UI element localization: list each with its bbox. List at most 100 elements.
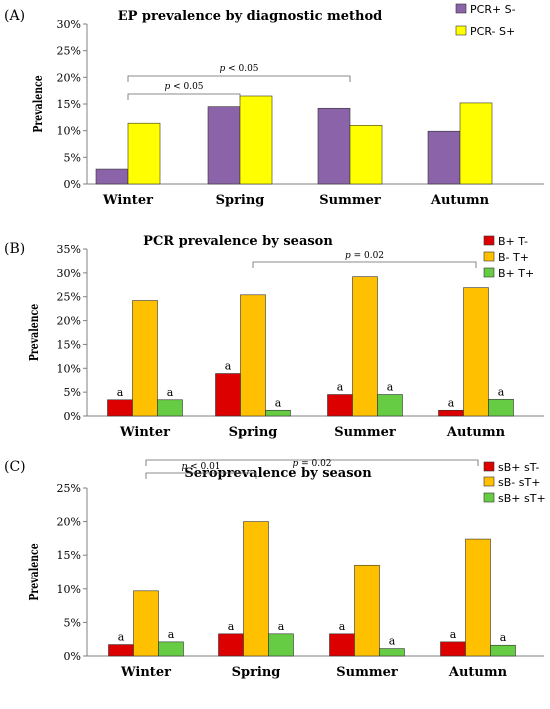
y-tick-label: 15%	[57, 98, 81, 111]
bar-spring-1	[207, 106, 241, 185]
y-tick-label: 20%	[57, 516, 81, 529]
y-tick-label: 30%	[57, 267, 81, 280]
p-value-annotation: p < 0.01	[181, 462, 220, 472]
bar-significance-label: a	[500, 631, 507, 644]
bar-summer-2	[354, 564, 380, 657]
bar-spring-2	[239, 95, 273, 185]
legend-entry: PCR- S+	[470, 25, 515, 38]
legend-swatch	[483, 251, 495, 262]
significance-bracket	[127, 93, 241, 100]
x-tick-label-autumn: Autumn	[446, 425, 506, 440]
significance-bracket	[127, 75, 351, 82]
bar-significance-label: a	[337, 381, 344, 394]
y-tick-label: 0%	[64, 410, 81, 423]
y-tick-label: 5%	[64, 151, 81, 164]
bar-summer-3	[379, 648, 405, 657]
bar-autumn-1	[438, 409, 464, 417]
bar-autumn-2	[463, 287, 489, 417]
y-tick-label: 5%	[64, 616, 81, 629]
legend-entry: sB+ sT-	[498, 461, 539, 474]
legend-entry: sB+ sT+	[498, 492, 546, 505]
bar-autumn-2	[459, 102, 493, 185]
legend-entry: B+ T+	[498, 267, 534, 280]
bar-summer-3	[377, 394, 403, 417]
y-tick-label: 15%	[57, 338, 81, 351]
bar-autumn-3	[488, 398, 514, 417]
y-tick-label: 30%	[57, 18, 81, 31]
bar-winter-3	[157, 399, 183, 417]
x-tick-label-summer: Summer	[319, 193, 381, 208]
bar-spring-3	[268, 633, 294, 657]
y-tick-label: 35%	[57, 243, 81, 256]
p-value-annotation: p < 0.05	[164, 82, 203, 92]
x-tick-label-summer: Summer	[336, 665, 398, 680]
y-tick-label: 10%	[57, 583, 81, 596]
bar-significance-label: a	[278, 620, 285, 633]
bar-spring-1	[215, 373, 241, 417]
legend-swatch	[483, 492, 495, 503]
bar-winter-1	[107, 399, 133, 417]
x-tick-label-winter: Winter	[120, 665, 171, 680]
legend-swatch	[483, 476, 495, 487]
significance-bracket	[252, 261, 477, 268]
bar-significance-label: a	[167, 386, 174, 399]
legend-swatch	[483, 461, 495, 472]
y-axis-label: Prevalence	[31, 75, 45, 132]
p-value-annotation: p = 0.02	[345, 251, 384, 261]
x-tick-label-autumn: Autumn	[430, 193, 490, 208]
chart-panel-c: (C) Seroprevalence by season Prevalence 0% 5…	[4, 459, 546, 680]
y-tick-label: 0%	[64, 650, 81, 663]
x-tick-label-spring: Spring	[229, 425, 278, 440]
legend-entry: B- T+	[498, 251, 529, 264]
bar-significance-label: a	[339, 620, 346, 633]
bar-summer-2	[349, 125, 383, 185]
y-tick-label: 20%	[57, 71, 81, 84]
bar-winter-3	[158, 641, 184, 657]
bar-significance-label: a	[168, 628, 175, 641]
legend-swatch	[483, 267, 495, 278]
bar-significance-label: a	[387, 381, 394, 394]
y-tick-label: 25%	[57, 291, 81, 304]
x-tick-label-winter: Winter	[119, 425, 170, 440]
panel-label: (A)	[4, 8, 25, 24]
bar-significance-label: a	[450, 628, 457, 641]
significance-bracket	[145, 459, 479, 466]
bar-spring-1	[218, 633, 244, 657]
y-tick-label: 10%	[57, 362, 81, 375]
panel-label: (C)	[4, 459, 26, 475]
bar-winter-1	[108, 644, 134, 657]
bar-autumn-3	[490, 644, 516, 657]
y-tick-label: 5%	[64, 386, 81, 399]
y-tick-label: 0%	[64, 178, 81, 191]
bar-summer-1	[327, 394, 353, 417]
bar-summer-1	[329, 633, 355, 657]
bar-winter-1	[95, 168, 129, 185]
bar-significance-label: a	[498, 385, 505, 398]
y-tick-label: 10%	[57, 125, 81, 138]
p-value-annotation: p < 0.05	[219, 64, 258, 74]
bar-spring-3	[265, 409, 291, 417]
p-value-annotation: p = 0.02	[292, 459, 331, 469]
bar-winter-2	[133, 590, 159, 657]
chart-title: Seroprevalence by season	[184, 466, 372, 481]
legend-entry: B+ T-	[498, 235, 528, 248]
bar-significance-label: a	[275, 396, 282, 409]
chart-panel-b: (B) PCR prevalence by season Prevalence 0% 5…	[4, 234, 544, 440]
bar-spring-2	[243, 521, 269, 657]
y-axis-label: Prevalence	[27, 304, 41, 361]
x-tick-label-autumn: Autumn	[448, 665, 508, 680]
y-tick-label: 25%	[57, 45, 81, 58]
bar-significance-label: a	[117, 386, 124, 399]
panel-label: (B)	[4, 241, 25, 257]
y-tick-label: 25%	[57, 482, 81, 495]
bar-summer-1	[317, 107, 351, 185]
bar-autumn-2	[465, 538, 491, 657]
x-tick-label-summer: Summer	[334, 425, 396, 440]
y-tick-label: 15%	[57, 549, 81, 562]
bar-autumn-1	[440, 641, 466, 657]
bar-spring-2	[240, 294, 266, 417]
bar-significance-label: a	[225, 360, 232, 373]
bar-significance-label: a	[118, 631, 125, 644]
bar-autumn-1	[427, 130, 461, 185]
